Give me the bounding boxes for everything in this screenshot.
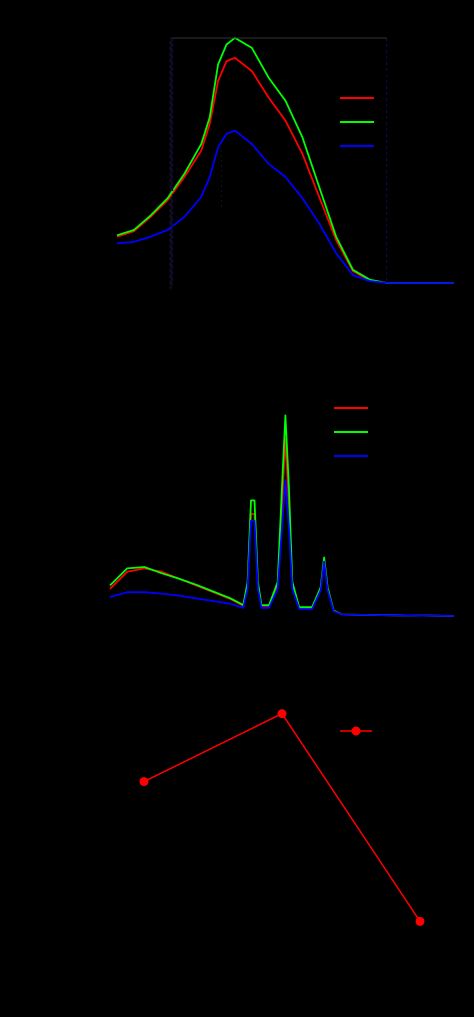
y-tick-label: 0 [95,611,101,623]
band-bracket-left [169,37,173,289]
y-tick-label: 250 [84,441,101,453]
y-tick-label: 220 [118,852,135,864]
x-tick-label: 800 [446,627,463,639]
x-tick-label: 500 [188,627,205,639]
x-tick-label: 700 [360,627,377,639]
annotation-o-sm: O-Sm [128,168,154,179]
concentration-chart: 180 200 220 240 260 280 300 1.0 1.5 2.0 2.5 3.0 In… [48,697,451,1005]
y-axis-label: Intensity (a.u.) [48,801,69,920]
y-tick-label: 50 [89,577,101,589]
y-tick-label: 400 [91,13,108,25]
legend-superscript: 3+ [424,113,434,123]
y-tick-labels: 180 200 220 240 260 280 300 [118,697,135,942]
y-tick-label: 250 [91,112,108,124]
y-tick-label: 0 [102,278,108,290]
x-tick-label: 350 [362,294,379,306]
y-tick-label: 350 [84,373,101,385]
legend-superscript: 3+ [424,137,434,147]
y-axis-label: Intensity (a.u.) [48,446,69,565]
y-tick-label: 150 [84,509,101,521]
x-axis-label: Sm3+ conc. (mol %) [197,983,371,1005]
y-tick-labels: 0 50 100 150 200 250 300 350 400 [91,13,108,290]
legend-label: 3 % Sm3+ [374,447,428,464]
annotation-ctb: CTB [260,39,281,50]
y-axis-label: Intensity (a.u.) [56,101,77,220]
legend: Host 1 % Sm3+ 2 % Sm3+ 3 % Sm3+ [340,67,434,154]
legend-title: Host [376,377,400,391]
x-tick-label: 300 [277,294,294,306]
y-tick-label: 240 [118,814,135,826]
x-axis-label: Wavelength (nm) [206,309,353,331]
legend-entries: 1 % Sm3+ 2 % Sm3+ 3 % Sm3+ [340,89,434,154]
series-lines [116,37,454,284]
y-tick-label: 200 [84,475,101,487]
y-tick-label: 100 [91,212,108,224]
data-point [139,777,149,787]
legend-entries: 1 % Sm3+ 2 % Sm3+ 3 % Sm3+ [334,399,428,464]
legend-superscript: 3+ [424,89,434,99]
x-tick-label: 250 [193,294,210,306]
x-tick-labels: 1.0 1.5 2.0 2.5 3.0 [137,946,427,958]
x-tick-labels: 400 500 600 700 800 [102,627,463,639]
y-tick-label: 280 [118,736,135,748]
y-tick-label: 300 [91,79,108,91]
data-point [415,916,425,926]
series-line [139,709,425,926]
x-tick-label: 1.5 [206,946,220,958]
legend-marker [351,726,361,736]
legend-label: 1 % Sm3+ [374,399,428,416]
legend-superscript: 3+ [418,423,428,433]
emission-chart: 0 50 100 150 200 250 300 350 400 400 500 600 700 800… [48,339,463,669]
annotation-4f-4f: 4f-4f [227,171,238,192]
series-lines [109,414,455,617]
y-tick-label: 100 [84,543,101,555]
x-tick-label: 400 [446,294,463,306]
annotation-transition-3: 4G5/2-6H9/2 [296,505,349,540]
y-tick-label: 200 [118,891,135,903]
legend: Host 1 % Sm3+ 2 % Sm3+ 3 % Sm3+ [334,377,428,464]
y-tick-label: 50 [96,245,108,257]
legend-label: 3 % Sm3+ [380,137,434,154]
y-tick-label: 180 [118,930,135,942]
y-tick-labels: 0 50 100 150 200 250 300 350 400 [84,339,101,623]
y-tick-label: 300 [118,697,135,709]
x-tick-labels: 200 250 300 350 400 [109,294,463,306]
y-tick-label: 150 [91,179,108,191]
x-tick-label: 200 [109,294,126,306]
y-tick-label: 300 [84,407,101,419]
legend: 4G5/2-6H7/2 [340,724,451,739]
legend-superscript: 3+ [418,447,428,457]
excitation-chart: 0 50 100 150 200 250 300 350 400 200 250 300 350 400… [56,13,463,331]
x-tick-label: 1.0 [137,946,151,958]
annotation-transition-2: 4G5/2-6H7/2 [250,375,303,410]
legend-label: 4G5/2-6H7/2 [380,724,451,739]
legend-superscript: 3+ [418,399,428,409]
legend-label: 2 % Sm3+ [374,423,428,440]
series-line [109,479,455,617]
x-tick-label: 2.5 [344,946,358,958]
legend-title: Host [383,67,407,81]
legend-label: 2 % Sm3+ [380,113,434,130]
data-point [277,709,287,719]
x-tick-label: 3.0 [413,946,427,958]
legend-label: 1 % Sm3+ [380,89,434,106]
annotation-transition-1: 4G5/2-6H5/2 [216,446,269,481]
x-tick-label: 2.0 [275,946,289,958]
y-tick-label: 350 [91,46,108,58]
series-line [143,712,421,922]
x-axis-label: Wavelength (nm) [206,647,353,669]
y-tick-label: 200 [91,146,108,158]
x-tick-label: 400 [102,627,119,639]
x-tick-label: 600 [274,627,291,639]
series-line [116,129,454,284]
y-tick-label: 260 [118,775,135,787]
y-tick-label: 400 [84,339,101,351]
